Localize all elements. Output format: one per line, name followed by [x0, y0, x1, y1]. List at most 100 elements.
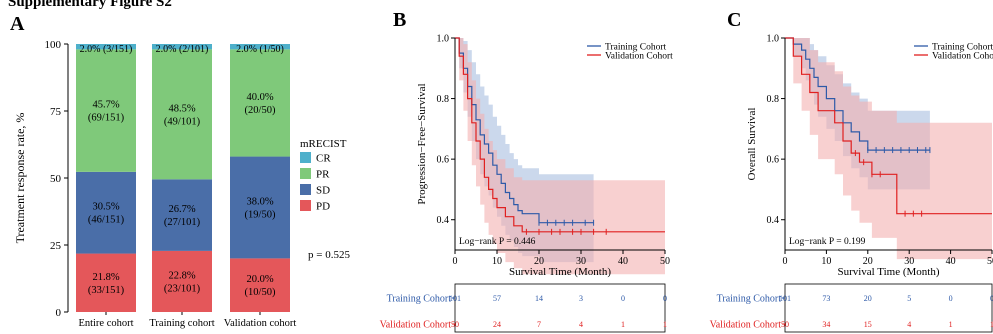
risk-table-row-label: Training Cohort	[387, 294, 452, 305]
bar-cr	[230, 44, 290, 50]
risk-table-frame	[784, 283, 993, 333]
legend-label: Training Cohort	[932, 43, 993, 53]
panel-b-label: B	[393, 9, 406, 31]
risk-table-value: 1	[663, 320, 667, 329]
bar-data-label: (46/151)	[88, 215, 125, 226]
panel-b-x-tick-label: 20	[534, 256, 544, 267]
legend-swatch-pd	[300, 200, 311, 211]
legend-label: CR	[316, 153, 331, 165]
bar-data-label: 48.5%	[168, 103, 195, 114]
legend-label: Validation Cohort	[605, 52, 673, 62]
risk-table-value: 14	[535, 294, 543, 303]
panel-a-x-tick-label: Training cohort	[149, 318, 214, 329]
bar-pr	[76, 49, 136, 172]
survival-curve-training	[785, 37, 930, 151]
risk-table-value: 0	[621, 294, 625, 303]
panel-a-y-tick-label: 25	[50, 240, 62, 252]
panel-c-y-tick-label: 1.0	[767, 34, 780, 45]
bar-data-label: (27/101)	[164, 217, 201, 228]
bar-cr	[152, 44, 212, 50]
bar-pd	[76, 253, 136, 312]
bar-pd	[152, 250, 212, 312]
bar-data-label: (19/50)	[245, 209, 276, 220]
ci-band-validation	[785, 38, 992, 260]
bar-sd	[230, 156, 290, 259]
risk-table-value: 7	[537, 320, 541, 329]
panel-b-x-tick-label: 50	[660, 256, 670, 267]
risk-table-value: 4	[579, 320, 583, 329]
panel-b-x-tick-label: 40	[618, 256, 628, 267]
bar-data-label: 21.8%	[92, 272, 119, 283]
logrank-annotation: Log−rank P = 0.199	[789, 237, 866, 247]
panel-c-x-tick-label: 50	[987, 256, 993, 267]
panel-c-x-tick-label: 10	[821, 256, 831, 267]
panel-c-y-tick-label: 0.6	[767, 155, 780, 166]
risk-table-row-label: Validation Cohort	[380, 320, 452, 331]
panel-b-x-axis-label: Survival Time (Month)	[509, 266, 611, 278]
risk-table-frame	[454, 283, 666, 333]
risk-table-value: 0	[990, 294, 993, 303]
panel-a-y-tick-label: 100	[45, 39, 62, 51]
bar-data-label: 30.5%	[92, 202, 119, 213]
panel-c-y-axis-label: Overall Survival	[746, 107, 758, 180]
panel-b-y-tick-label: 0.6	[437, 155, 450, 166]
bar-sd	[76, 171, 136, 254]
bar-data-label: 2.0% (3/151)	[80, 44, 133, 55]
bar-data-label: (10/50)	[245, 287, 276, 298]
bar-data-label: 40.0%	[246, 92, 273, 103]
legend-label: PR	[316, 169, 330, 181]
bar-data-label: (33/151)	[88, 285, 125, 296]
bar-sd	[152, 179, 212, 251]
panel-a-y-tick-label: 0	[56, 307, 62, 319]
figure-title: Supplementary Figure S2	[8, 0, 172, 10]
risk-table-value: 3	[579, 294, 583, 303]
risk-table-value: 50	[451, 320, 459, 329]
risk-table-value: 1	[990, 320, 993, 329]
p-value-annotation: p = 0.525	[308, 249, 350, 261]
bar-pd	[230, 258, 290, 312]
legend-label: PD	[316, 201, 330, 213]
bar-data-label: 22.8%	[168, 270, 195, 281]
bar-data-label: 26.7%	[168, 204, 195, 215]
survival-curve-validation	[455, 37, 665, 233]
panel-b-y-axis-label: Progression−Free−Survival	[416, 83, 428, 204]
bar-data-label: 2.0% (1/50)	[236, 44, 284, 55]
ci-band-validation	[455, 38, 665, 275]
bar-data-label: (69/151)	[88, 113, 125, 124]
bar-pr	[152, 49, 212, 180]
risk-table-value: 101	[779, 294, 791, 303]
panel-c-x-tick-label: 20	[863, 256, 873, 267]
risk-table-value: 57	[493, 294, 501, 303]
panel-c-label: C	[727, 9, 741, 31]
panel-a-label: A	[10, 13, 25, 35]
legend-title: mRECIST	[300, 138, 347, 150]
risk-table-value: 0	[949, 294, 953, 303]
risk-table-value: 1	[621, 320, 625, 329]
legend-swatch-cr	[300, 152, 311, 163]
panel-a-y-tick-label: 50	[50, 173, 62, 185]
bar-data-label: 45.7%	[92, 100, 119, 111]
panel-b-x-tick-label: 0	[453, 256, 458, 267]
panel-b-y-tick-label: 0.4	[437, 215, 450, 226]
panel-c-x-axis-label: Survival Time (Month)	[837, 266, 939, 278]
panel-a-x-tick-label: Entire cohort	[78, 318, 133, 329]
risk-table-value: 4	[907, 320, 911, 329]
legend-label: Training Cohort	[605, 43, 667, 53]
risk-table-value: 5	[907, 294, 911, 303]
logrank-annotation: Log−rank P = 0.446	[459, 237, 536, 247]
risk-table-value: 34	[822, 320, 830, 329]
panel-b-y-tick-label: 0.8	[437, 94, 450, 105]
bar-data-label: 2.0% (2/101)	[156, 44, 209, 55]
panel-c-y-tick-label: 0.8	[767, 94, 780, 105]
legend-label: Validation Cohort	[932, 52, 993, 62]
panel-a-y-axis-label: Treatment response rate, %	[13, 113, 27, 244]
risk-table-value: 73	[822, 294, 830, 303]
panel-c-x-tick-label: 40	[946, 256, 956, 267]
bar-data-label: 20.0%	[246, 274, 273, 285]
panel-c-y-tick-label: 0.4	[767, 215, 780, 226]
panel-c-x-tick-label: 30	[904, 256, 914, 267]
bar-pr	[230, 49, 290, 157]
bar-data-label: (49/101)	[164, 116, 201, 127]
risk-table-value: 0	[663, 294, 667, 303]
